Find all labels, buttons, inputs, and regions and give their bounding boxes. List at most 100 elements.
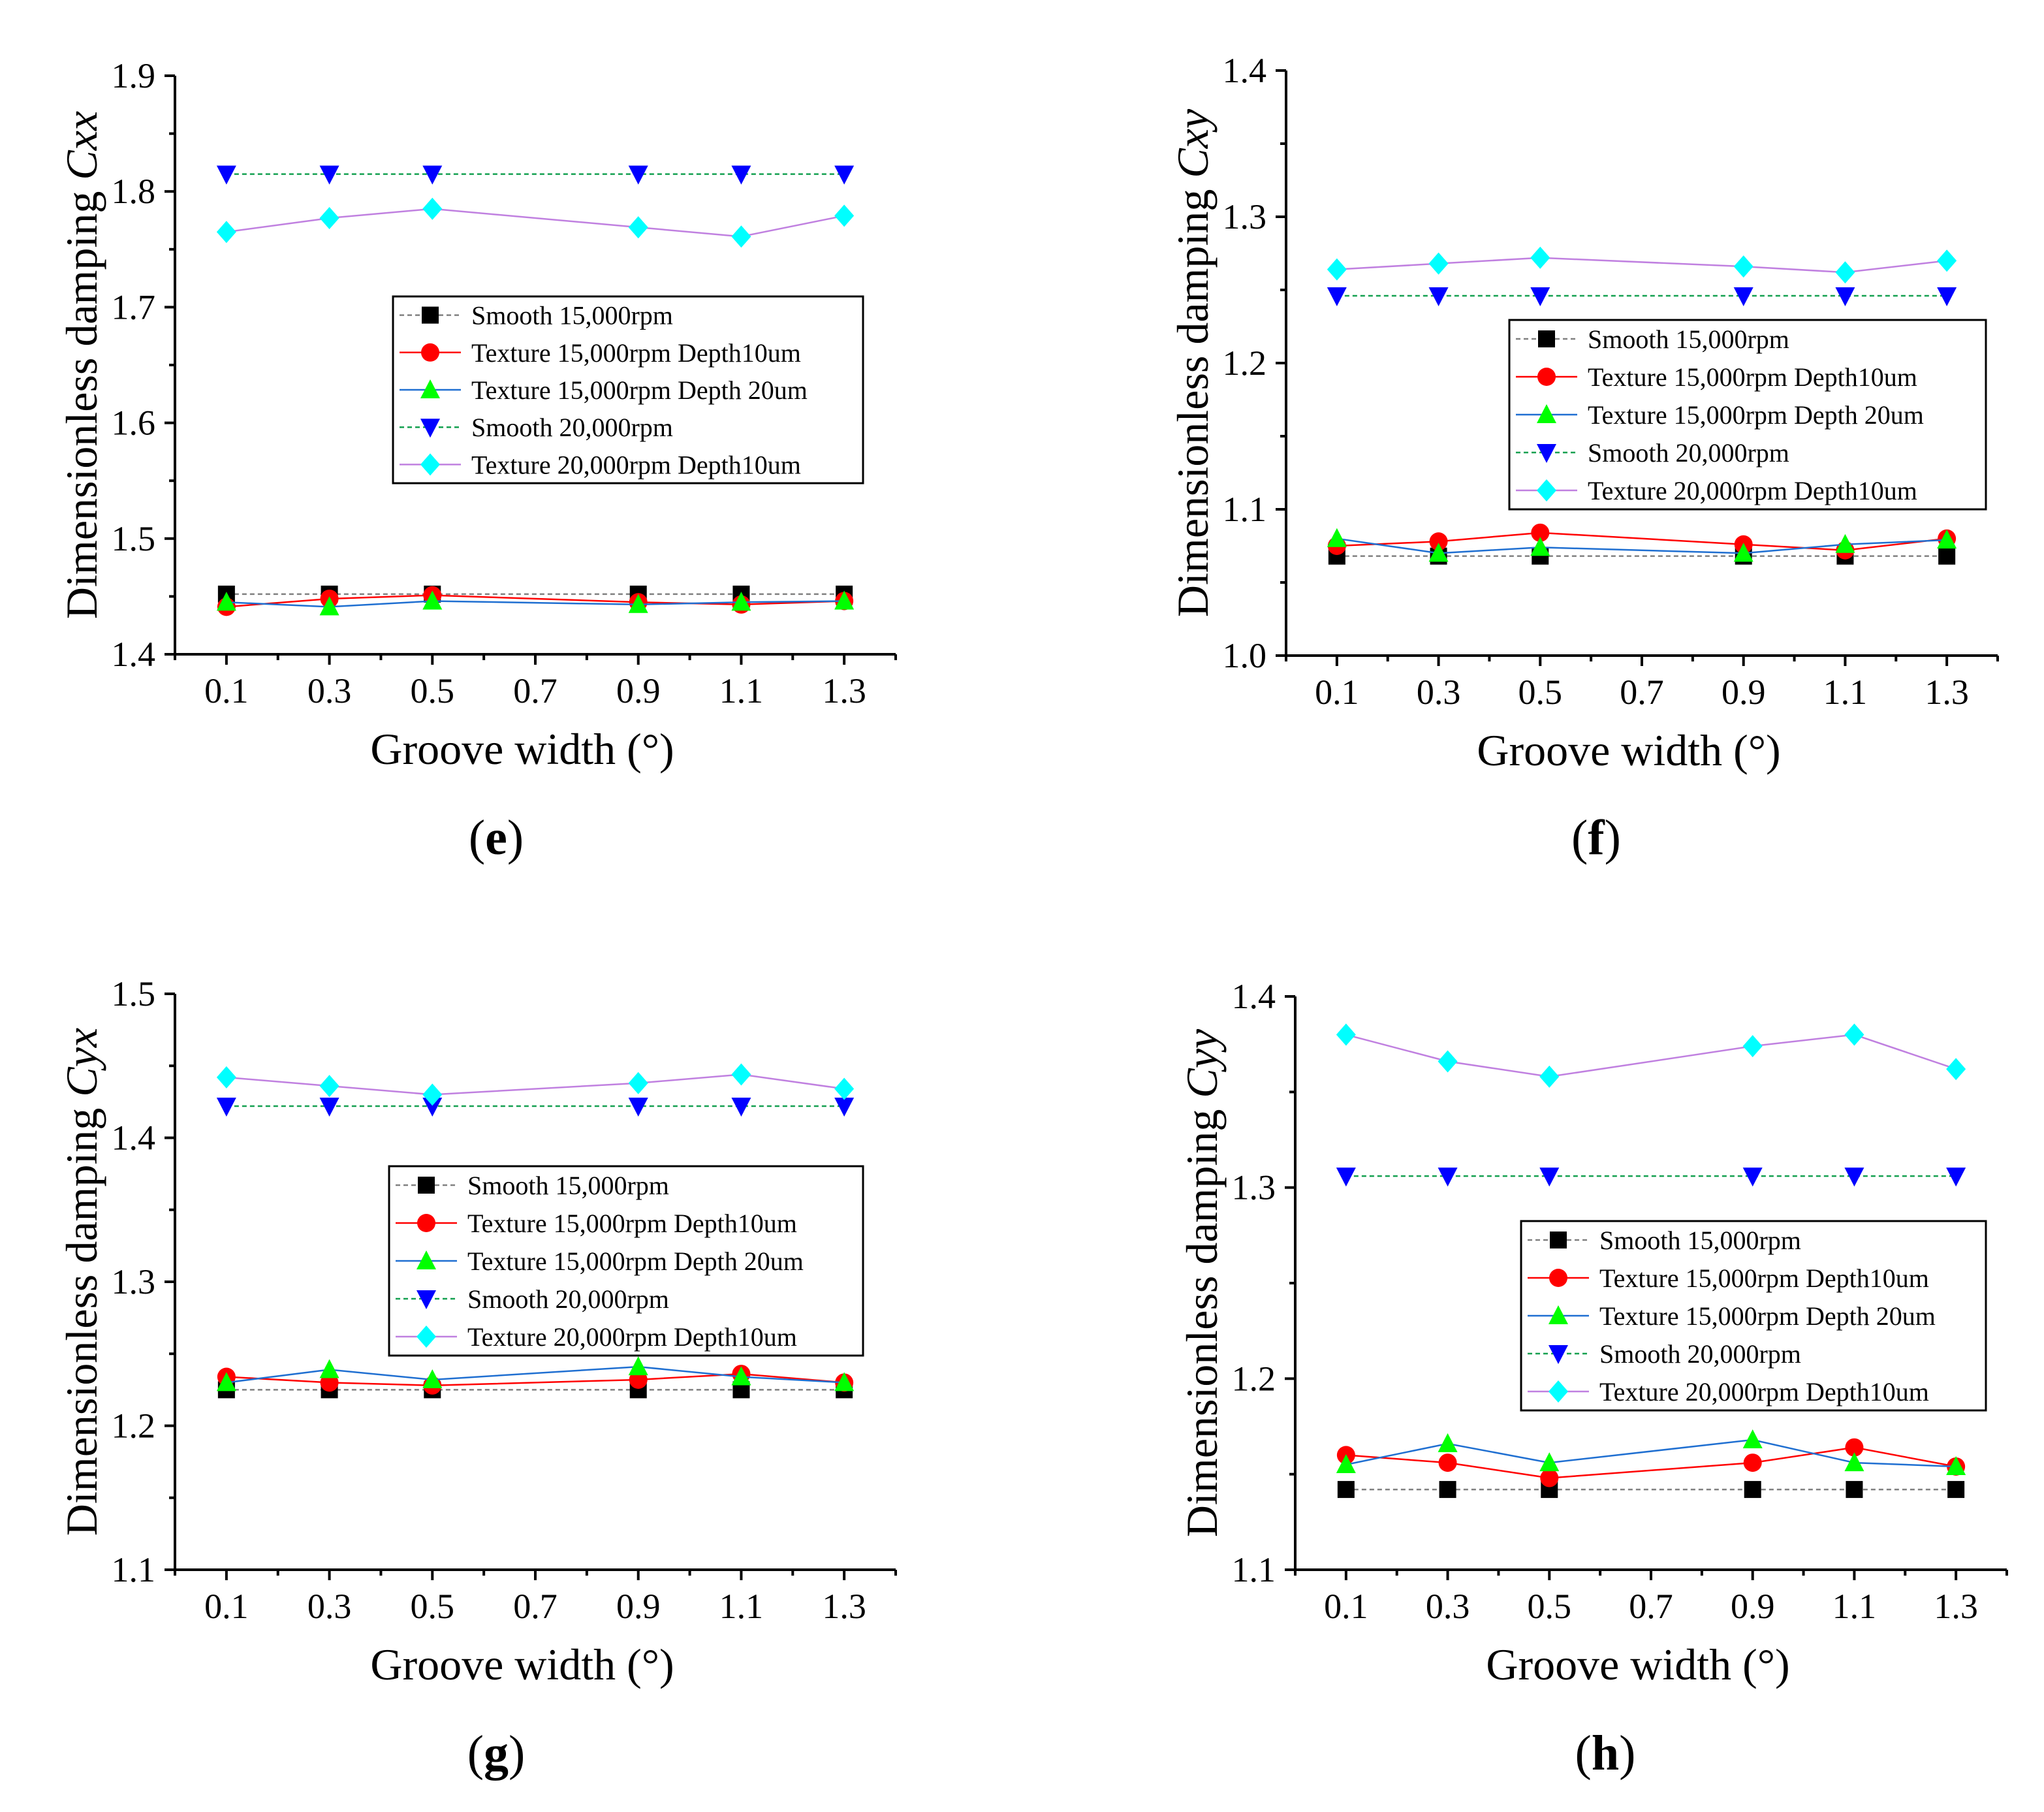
legend-label: Smooth 20,000rpm [1599,1339,1801,1369]
x-tick-label: 0.3 [1417,673,1461,712]
x-tick-label: 0.7 [513,1587,558,1626]
data-point [1742,1168,1763,1187]
y-tick-label: 1.5 [112,519,156,558]
y-tick-label: 1.4 [112,1119,156,1158]
data-point [1336,1168,1356,1187]
legend-marker [418,1177,435,1194]
data-point [1530,537,1550,556]
x-tick-label: 0.7 [1629,1587,1673,1626]
legend-label: Texture 20,000rpm Depth10um [1599,1377,1929,1407]
panel-label-close: ) [507,810,524,865]
series-1 [1336,1438,1966,1487]
panel-label: (f) [1571,810,1621,865]
data-point [1844,1168,1864,1187]
series-line [226,1365,845,1384]
legend-label: Texture 15,000rpm Depth10um [467,1209,797,1238]
y-tick-label: 1.2 [1232,1359,1276,1398]
legend-marker [1549,1305,1568,1324]
data-point [319,596,339,616]
series-1 [1327,523,1957,560]
panel-label: (g) [467,1726,526,1781]
data-point [1327,287,1347,306]
panel-label-letter: g [484,1726,509,1781]
data-point [731,1063,751,1086]
legend-label: Texture 20,000rpm Depth10um [1588,476,1917,505]
series-line [226,594,845,608]
data-point [319,1097,339,1117]
chart-panel-g: 1.1 1.2 1.3 1.4 1.5 0.1 0.3 0.5 0.7 0.9 1.1 1.3 Groo… [57,974,897,1781]
data-point [628,1072,648,1094]
x-tick-label: 0.1 [204,671,249,710]
legend-marker [421,343,439,362]
data-point [628,165,648,185]
legend-marker [417,1214,435,1232]
data-point [422,197,443,220]
legend-label: Smooth 20,000rpm [1588,438,1789,468]
data-point [216,1066,236,1089]
x-tick-label: 0.3 [1426,1587,1470,1626]
series-line [226,1373,845,1387]
series-2 [1327,528,1957,562]
legend: Smooth 15,000rpm Texture 15,000rpm Depth1… [1520,1220,1987,1412]
data-point [1530,287,1550,306]
panel-label: (e) [469,810,524,865]
legend-label: Texture 15,000rpm Depth 20um [467,1247,804,1276]
x-tick-label: 0.9 [616,1587,661,1626]
x-tick-label: 0.5 [411,671,455,710]
x-axis-title: Groove width (°) [370,724,674,774]
series-1 [217,586,854,616]
data-point [1327,258,1347,281]
series-4 [1336,1023,1966,1088]
panel-label-letter: h [1592,1726,1619,1781]
data-point [731,1366,751,1386]
data-point [834,1097,855,1117]
y-tick-label: 1.5 [112,974,156,1013]
data-point [216,1372,236,1391]
y-tick-label: 1.3 [1223,197,1267,236]
data-point [1744,1481,1761,1499]
data-point [1337,1481,1355,1499]
panel-label-letter: f [1588,810,1605,865]
data-point [834,165,855,185]
data-point [1428,543,1449,562]
legend: Smooth 15,000rpm Texture 15,000rpm Depth1… [388,1165,864,1357]
data-point [628,216,648,239]
legend-marker [1549,1380,1568,1403]
y-tick-label: 1.2 [1223,343,1267,383]
data-point [1845,1438,1864,1457]
data-point [834,590,855,610]
data-point [422,1097,443,1117]
legend-label: Texture 15,000rpm Depth10um [471,338,801,368]
legend: Smooth 15,000rpm Texture 15,000rpm Depth1… [1508,319,1987,511]
data-point [1438,1050,1458,1073]
series-line [1345,1446,1957,1479]
x-axis-title: Groove width (°) [370,1640,674,1689]
data-point [1428,252,1449,275]
chart-panel-f: 1.0 1.1 1.2 1.3 1.4 0.1 0.3 0.5 0.7 0.9 1.1 1.3 Groo… [1168,51,1999,865]
series-line [226,1073,845,1096]
series-3 [216,1097,855,1117]
y-axis-title-variable: Cxy [1168,108,1218,178]
legend-marker [1549,1345,1568,1364]
data-point [1946,1455,1966,1475]
data-point [1438,1433,1458,1452]
panel-label-open: ( [469,810,485,865]
data-point [1429,532,1448,551]
data-point [1540,1469,1559,1487]
x-tick-label: 1.3 [822,1587,866,1626]
data-point [422,1369,443,1388]
chart-panel-h: 1.1 1.2 1.3 1.4 0.1 0.3 0.5 0.7 0.9 1.1 1.3 Groove … [1177,977,2008,1781]
series-line [1336,537,1947,554]
y-axis-title-prefix: Dimensionless damping [1168,178,1218,617]
panel-label-open: ( [1575,1726,1592,1781]
legend-label: Texture 15,000rpm Depth 20um [471,375,808,405]
y-tick-label: 1.2 [112,1407,156,1446]
y-axis-title-variable: Cxx [57,111,106,180]
y-tick-label: 1.9 [112,56,156,95]
series-2 [216,1356,855,1391]
series-line [1336,257,1947,274]
data-point [1835,533,1855,553]
x-tick-label: 0.3 [307,671,352,710]
legend-label: Smooth 15,000rpm [1599,1226,1801,1255]
series-line [226,600,845,608]
